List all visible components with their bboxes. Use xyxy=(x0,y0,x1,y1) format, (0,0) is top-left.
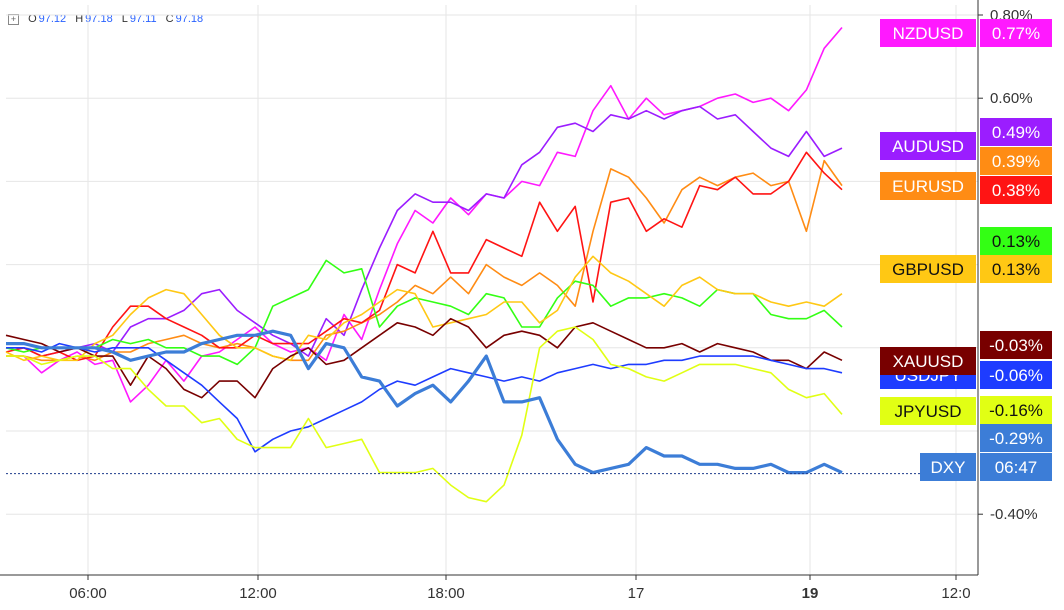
series-value-audusd: 0.49% xyxy=(992,123,1040,142)
ohlc-open-key: O xyxy=(28,13,37,25)
series-line-usdjpy_blue xyxy=(6,342,843,453)
ohlc-close-value: 97.18 xyxy=(175,13,204,25)
x-tick-label: 06:00 xyxy=(69,585,107,602)
value-box-audusd xyxy=(980,118,1052,146)
y-tick-label: 0.60% xyxy=(990,90,1033,107)
label-box-dxy xyxy=(920,453,976,481)
series-name-gbpusd: GBPUSD xyxy=(892,260,964,279)
ohlc-close-key: C xyxy=(165,13,174,25)
x-tick-label: 17 xyxy=(628,585,645,602)
series-line-gbpusd xyxy=(5,255,843,362)
label-box-gbpusd xyxy=(880,255,976,283)
series-value-eurusd-orange: 0.39% xyxy=(992,152,1040,171)
value-box-jpyusd xyxy=(980,396,1052,424)
expand-icon[interactable]: + xyxy=(8,13,19,25)
x-tick-label: 19 xyxy=(802,585,819,602)
ohlc-readout: + O 97.12 H 97.18 L 97.11 C 97.18 xyxy=(8,13,209,25)
label-box-eurusd xyxy=(880,172,976,200)
series-line-audusd xyxy=(6,105,843,357)
series-name-eurusd: EURUSD xyxy=(892,177,964,196)
series-name-dxy: DXY xyxy=(931,458,966,477)
series-line-xauusd xyxy=(5,317,843,399)
series-value-nzdusd: 0.77% xyxy=(992,24,1040,43)
y-tick-label: -0.40% xyxy=(990,506,1038,523)
chart-series xyxy=(5,26,978,503)
value-box-eurusd-orange xyxy=(980,147,1052,175)
label-box-nzdusd xyxy=(880,19,976,47)
x-tick-label: 12:0 xyxy=(941,585,970,602)
label-box-jpyusd xyxy=(880,397,976,425)
value-box-xauusd xyxy=(980,331,1052,359)
series-value-usdjpy: -0.06% xyxy=(989,366,1043,385)
series-line-nzdusd xyxy=(6,26,843,403)
ohlc-open-value: 97.12 xyxy=(38,13,67,25)
series-value-gbpusd: 0.13% xyxy=(992,260,1040,279)
chart-axes: 0.80%0.60%-0.40%06:00 12:00 18:00 17 19 12:0 xyxy=(0,0,1038,602)
x-tick-label: 12:00 xyxy=(239,585,277,602)
value-box-dxy xyxy=(980,453,1052,481)
value-box-dxy-pct xyxy=(980,424,1052,452)
value-box-gbpusd-green xyxy=(980,227,1052,255)
series-value-eurusd: 0.38% xyxy=(992,181,1040,200)
ohlc-low-value: 97.11 xyxy=(129,13,157,25)
value-box-usdjpy xyxy=(980,361,1052,389)
ohlc-high-key: H xyxy=(75,13,84,25)
value-box-gbpusd xyxy=(980,255,1052,283)
series-line-jpyusd xyxy=(6,326,843,503)
series-name-xauusd: XAUUSD xyxy=(893,352,964,371)
value-box-eurusd xyxy=(980,176,1052,204)
series-value-jpyusd: -0.16% xyxy=(989,401,1043,420)
label-box-audusd xyxy=(880,132,976,160)
x-tick-label: 18:00 xyxy=(427,585,465,602)
series-name-audusd: AUDUSD xyxy=(892,137,964,156)
value-box-nzdusd xyxy=(980,19,1052,47)
ohlc-high-value: 97.18 xyxy=(85,13,113,25)
series-name-jpyusd: JPYUSD xyxy=(894,402,961,421)
series-line-eurusd_red xyxy=(5,151,843,362)
series-name-nzdusd: NZDUSD xyxy=(893,24,964,43)
series-line-dxy xyxy=(6,329,843,475)
series-value-dxy-pct: -0.29% xyxy=(989,429,1043,448)
ohlc-low-key: L xyxy=(121,13,128,25)
series-value-gbpusd-green: 0.13% xyxy=(992,232,1040,251)
chart-grid xyxy=(6,5,978,575)
series-value-dxy: 06:47 xyxy=(995,458,1038,477)
series-line-gbpusd_green xyxy=(5,259,843,366)
series-labels: NZDUSD 0.77% AUDUSD 0.49% 0.39% EURUSD 0.38% 0.… xyxy=(880,19,1052,481)
label-box-xauusd xyxy=(880,347,976,375)
series-line-eurusd xyxy=(6,159,843,362)
series-value-xauusd: -0.03% xyxy=(989,336,1043,355)
